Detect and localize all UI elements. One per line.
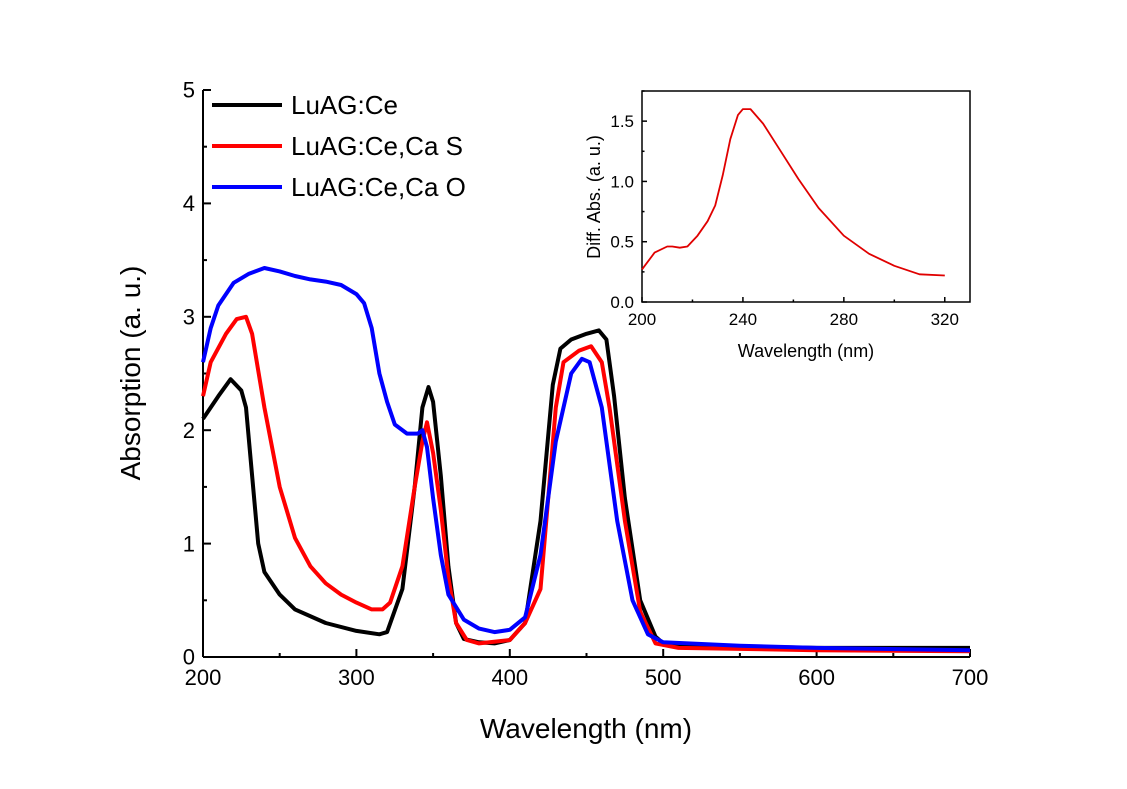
y-tick-label: 0.0 [610, 293, 634, 312]
main-y-axis-label: Absorption (a. u.) [115, 266, 146, 481]
y-tick-label: 4 [183, 191, 195, 216]
y-tick-label: 0.5 [610, 233, 634, 252]
y-tick-label: 1.5 [610, 112, 634, 131]
series-line-luag-ce-ca-o [201, 266, 971, 653]
y-tick-label: 1.0 [610, 172, 634, 191]
y-tick-label: 0 [183, 645, 195, 670]
x-tick-label: 400 [491, 665, 528, 690]
x-tick-label: 200 [628, 310, 656, 329]
x-tick-label: 300 [338, 665, 375, 690]
axes-frame [641, 90, 971, 303]
x-tick-label: 280 [830, 310, 858, 329]
legend-label: LuAG:Ce,Ca S [291, 131, 463, 161]
x-tick-label: 700 [952, 665, 989, 690]
legend: LuAG:Ce LuAG:Ce,Ca S LuAG:Ce,Ca O [212, 90, 466, 202]
series-line-luag-ce-ca-s [201, 314, 971, 654]
y-tick-label: 1 [183, 531, 195, 556]
main-plot: 200 300 400 500 600 700 0 1 2 3 4 5 LuAG:Ce LuAG:Ce,C… [183, 78, 989, 690]
inset-plot: 200 240 280 320 0.0 0.5 1.0 1.5 [610, 90, 971, 329]
x-tick-label: 320 [931, 310, 959, 329]
series-line-luag-ce [201, 328, 970, 650]
y-tick-label: 3 [183, 305, 195, 330]
series-line-0 [641, 108, 945, 277]
inset-y-axis-label: Diff. Abs. (a. u.) [584, 135, 604, 259]
y-tick-label: 5 [183, 78, 195, 103]
x-tick-label: 500 [645, 665, 682, 690]
legend-label: LuAG:Ce,Ca O [291, 172, 466, 202]
inset-x-axis-label: Wavelength (nm) [738, 341, 874, 361]
x-tick-label: 600 [798, 665, 835, 690]
legend-label: LuAG:Ce [291, 90, 398, 120]
x-tick-label: 240 [729, 310, 757, 329]
x-tick-label: 200 [185, 665, 222, 690]
y-tick-label: 2 [183, 418, 195, 443]
main-x-axis-label: Wavelength (nm) [480, 713, 692, 744]
